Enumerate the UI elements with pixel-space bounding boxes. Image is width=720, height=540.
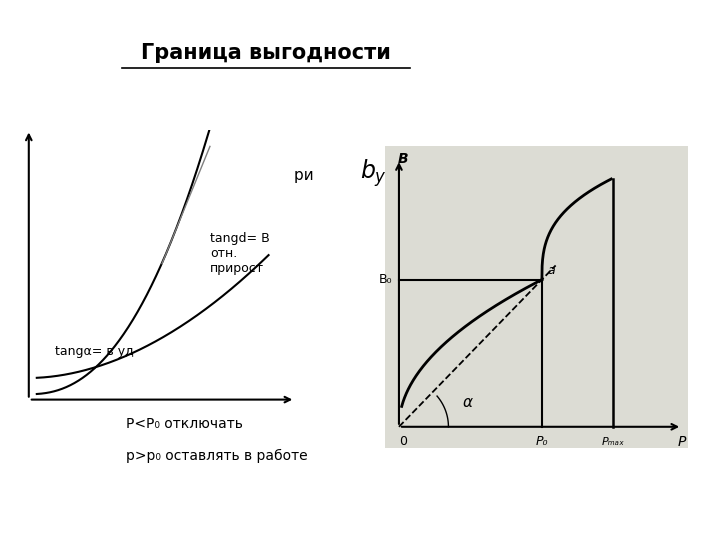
Text: P₀: P₀ <box>536 435 548 448</box>
Text: B: B <box>397 152 408 166</box>
Text: B₀: B₀ <box>379 273 392 286</box>
Text: Граница выгодности: Граница выгодности <box>141 43 392 63</box>
Text: P: P <box>678 435 686 449</box>
Text: $b_{yo} \geq b_c\,.$: $b_{yo} \geq b_c\,.$ <box>360 157 460 188</box>
Text: 0: 0 <box>399 435 407 448</box>
Text: tangd= В
отн.
прирост: tangd= В отн. прирост <box>210 232 270 275</box>
Text: a: a <box>547 264 555 276</box>
Text: P<P₀ отключать: P<P₀ отключать <box>126 417 243 431</box>
Text: p>p₀ оставлять в работе: p>p₀ оставлять в работе <box>126 449 307 463</box>
Text: Pₘₐₓ: Pₘₐₓ <box>602 436 625 447</box>
Text: Выгодно
отключать: Выгодно отключать <box>536 155 615 185</box>
Text: tangα= в уд: tangα= в уд <box>55 345 134 357</box>
Text: α: α <box>463 395 472 410</box>
Text: при: при <box>284 168 314 183</box>
